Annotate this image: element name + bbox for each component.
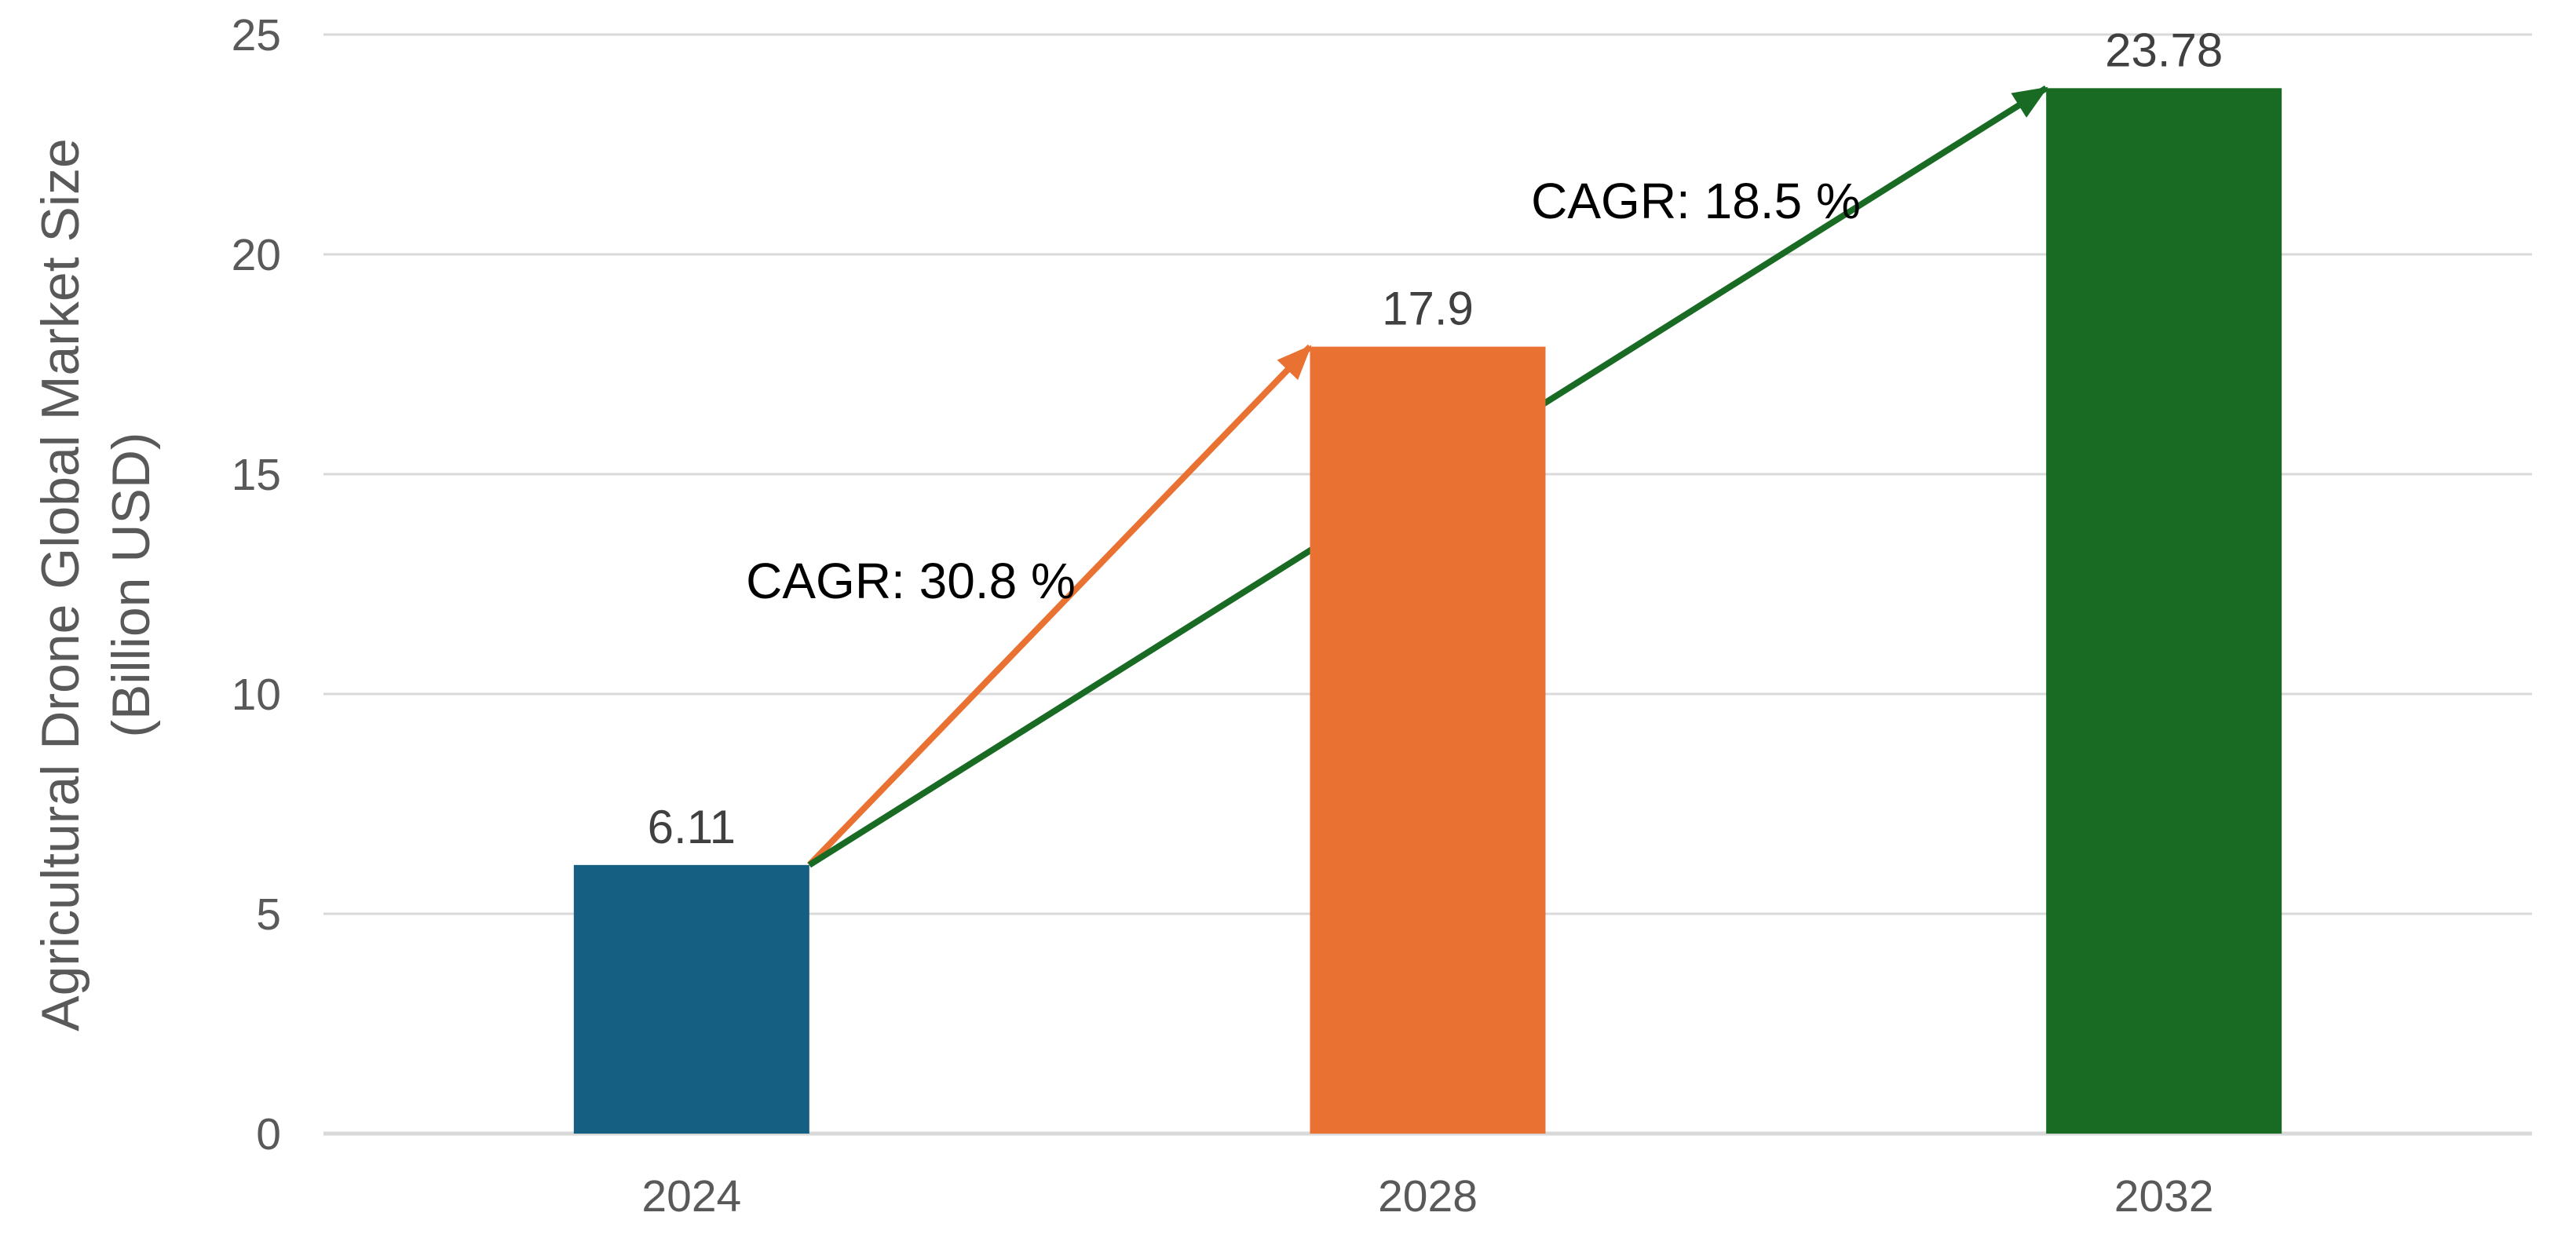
bar-2032 bbox=[2046, 88, 2282, 1134]
y-tick-label-20: 20 bbox=[232, 230, 281, 280]
x-tick-label-2028: 2028 bbox=[1378, 1171, 1478, 1222]
y-tick-label-10: 10 bbox=[232, 670, 281, 720]
x-tick-label-2032: 2032 bbox=[2114, 1171, 2214, 1222]
y-tick-label-5: 5 bbox=[256, 889, 281, 940]
cagr-label-1: CAGR: 18.5 % bbox=[1531, 173, 1861, 229]
y-axis-title-line-2: (Billion USD) bbox=[101, 432, 161, 737]
bar-value-label-2024: 6.11 bbox=[648, 801, 736, 853]
bar-2028 bbox=[1310, 346, 1546, 1134]
y-tick-label-25: 25 bbox=[232, 10, 281, 60]
x-tick-label-2024: 2024 bbox=[641, 1171, 741, 1222]
y-axis-title-line-1: Agricultural Drone Global Market Size bbox=[31, 138, 90, 1032]
cagr-label-0: CAGR: 30.8 % bbox=[746, 553, 1076, 609]
bar-value-label-2028: 17.9 bbox=[1382, 283, 1474, 335]
y-tick-label-15: 15 bbox=[232, 450, 281, 500]
bar-value-label-2032: 23.78 bbox=[2105, 24, 2223, 76]
y-tick-label-0: 0 bbox=[256, 1109, 281, 1159]
bar-2024 bbox=[573, 864, 809, 1134]
cagr-arrow-0 bbox=[806, 344, 1313, 867]
